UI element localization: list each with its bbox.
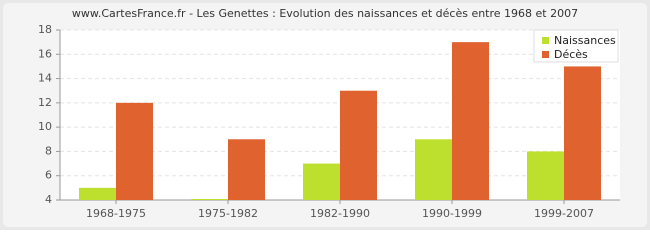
x-tick-label: 1990-1999 (422, 207, 482, 220)
bar (340, 90, 377, 200)
y-tick-label: 10 (38, 120, 52, 133)
legend-swatch (542, 51, 549, 58)
bar (415, 139, 452, 200)
y-tick-label: 6 (45, 169, 52, 182)
x-tick-label: 1999-2007 (534, 207, 594, 220)
y-tick-label: 16 (38, 47, 52, 60)
bar (527, 151, 564, 200)
bar (191, 199, 228, 200)
chart: www.CartesFrance.fr - Les Genettes : Evo… (0, 0, 650, 230)
x-tick-label: 1968-1975 (86, 207, 146, 220)
bar (116, 102, 153, 200)
y-tick-label: 8 (45, 144, 52, 157)
bar (303, 163, 340, 200)
y-tick-label: 4 (45, 193, 52, 206)
x-tick-label: 1975-1982 (198, 207, 258, 220)
bar (228, 139, 265, 200)
chart-title: www.CartesFrance.fr - Les Genettes : Evo… (72, 7, 578, 20)
bar (79, 187, 116, 200)
y-tick-label: 18 (38, 23, 52, 36)
bar (452, 42, 489, 201)
legend-swatch (542, 37, 549, 44)
y-tick-label: 14 (38, 72, 52, 85)
x-tick-label: 1982-1990 (310, 207, 370, 220)
legend-label: Naissances (554, 34, 616, 47)
bar (564, 66, 601, 200)
y-tick-label: 12 (38, 96, 52, 109)
legend-label: Décès (554, 48, 588, 61)
